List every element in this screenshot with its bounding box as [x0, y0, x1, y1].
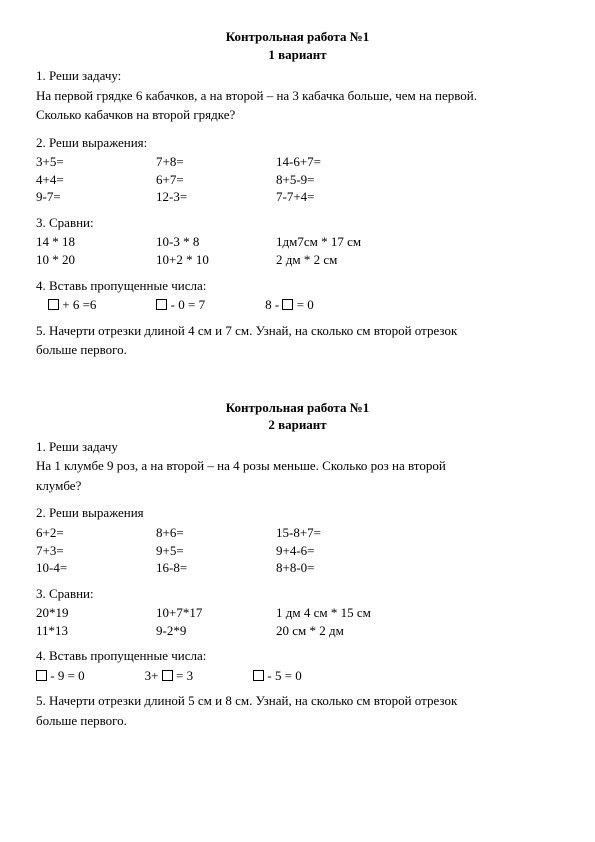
blank-box-icon — [253, 670, 264, 681]
cell: 8+8-0= — [276, 559, 426, 577]
q4-b: - 0 = 7 — [156, 296, 205, 314]
q1-line2: Сколько кабачков на второй грядке? — [36, 106, 559, 124]
text: 3+ — [145, 668, 162, 683]
text: - 0 = 7 — [167, 297, 205, 312]
q4-row: - 9 = 0 3+ = 3 - 5 = 0 — [36, 667, 559, 685]
text: = 3 — [173, 668, 193, 683]
q4-head: 4. Вставь пропущенные числа: — [36, 277, 559, 295]
q3-row1: 14 * 18 10-3 * 8 1дм7см * 17 см — [36, 233, 559, 251]
blank-box-icon — [162, 670, 173, 681]
q2-row3: 9-7= 12-3= 7-7+4= — [36, 188, 559, 206]
cell: 9-7= — [36, 188, 156, 206]
cell: 9+5= — [156, 542, 276, 560]
q4-b: 3+ = 3 — [145, 667, 193, 685]
cell: 7-7+4= — [276, 188, 426, 206]
cell: 8+6= — [156, 524, 276, 542]
cell: 10+7*17 — [156, 604, 276, 622]
q3-head: 3. Сравни: — [36, 585, 559, 603]
cell: 10-4= — [36, 559, 156, 577]
q5-l1: 5. Начерти отрезки длиной 5 см и 8 см. У… — [36, 692, 559, 710]
cell: 10-3 * 8 — [156, 233, 276, 251]
q1-line2: клумбе? — [36, 477, 559, 495]
q3-row1: 20*19 10+7*17 1 дм 4 см * 15 см — [36, 604, 559, 622]
cell: 11*13 — [36, 622, 156, 640]
blank-box-icon — [156, 299, 167, 310]
variant-1: Контрольная работа №1 1 вариант 1. Реши … — [36, 28, 559, 359]
q1-line1: На первой грядке 6 кабачков, а на второй… — [36, 87, 559, 105]
q2-row3: 10-4= 16-8= 8+8-0= — [36, 559, 559, 577]
cell: 14 * 18 — [36, 233, 156, 251]
q2-head: 2. Реши выражения: — [36, 134, 559, 152]
q4-row: + 6 =6 - 0 = 7 8 - = 0 — [36, 296, 559, 314]
title: Контрольная работа №1 — [36, 399, 559, 417]
cell: 1 дм 4 см * 15 см — [276, 604, 426, 622]
q4-c: 8 - = 0 — [265, 296, 314, 314]
q2-row1: 6+2= 8+6= 15-8+7= — [36, 524, 559, 542]
text: 8 - — [265, 297, 282, 312]
q1-head: 1. Реши задачу — [36, 438, 559, 456]
cell: 12-3= — [156, 188, 276, 206]
q1-line1: На 1 клумбе 9 роз, а на второй – на 4 ро… — [36, 457, 559, 475]
q3-head: 3. Сравни: — [36, 214, 559, 232]
cell: 15-8+7= — [276, 524, 426, 542]
q4-a: - 9 = 0 — [36, 667, 85, 685]
q4-c: - 5 = 0 — [253, 667, 302, 685]
text: = 0 — [293, 297, 313, 312]
cell: 8+5-9= — [276, 171, 426, 189]
variant-2: Контрольная работа №1 2 вариант 1. Реши … — [36, 399, 559, 730]
subtitle: 2 вариант — [36, 416, 559, 434]
q3-row2: 11*13 9-2*9 20 см * 2 дм — [36, 622, 559, 640]
cell: 10+2 * 10 — [156, 251, 276, 269]
cell: 6+7= — [156, 171, 276, 189]
blank-box-icon — [48, 299, 59, 310]
cell: 9-2*9 — [156, 622, 276, 640]
q2-head: 2. Реши выражения — [36, 504, 559, 522]
q2-row2: 7+3= 9+5= 9+4-6= — [36, 542, 559, 560]
cell: 3+5= — [36, 153, 156, 171]
cell: 7+3= — [36, 542, 156, 560]
q1-head: 1. Реши задачу: — [36, 67, 559, 85]
q2-row2: 4+4= 6+7= 8+5-9= — [36, 171, 559, 189]
q3-row2: 10 * 20 10+2 * 10 2 дм * 2 см — [36, 251, 559, 269]
subtitle: 1 вариант — [36, 46, 559, 64]
cell: 9+4-6= — [276, 542, 426, 560]
q4-a: + 6 =6 — [48, 296, 96, 314]
text: - 9 = 0 — [47, 668, 85, 683]
q5-l2: больше первого. — [36, 341, 559, 359]
text: + 6 =6 — [59, 297, 96, 312]
title: Контрольная работа №1 — [36, 28, 559, 46]
cell: 16-8= — [156, 559, 276, 577]
cell: 20 см * 2 дм — [276, 622, 426, 640]
blank-box-icon — [36, 670, 47, 681]
q5-l1: 5. Начерти отрезки длиной 4 см и 7 см. У… — [36, 322, 559, 340]
cell: 7+8= — [156, 153, 276, 171]
q5-l2: больше первого. — [36, 712, 559, 730]
q4-head: 4. Вставь пропущенные числа: — [36, 647, 559, 665]
cell: 10 * 20 — [36, 251, 156, 269]
cell: 4+4= — [36, 171, 156, 189]
blank-box-icon — [282, 299, 293, 310]
text: - 5 = 0 — [264, 668, 302, 683]
cell: 20*19 — [36, 604, 156, 622]
cell: 14-6+7= — [276, 153, 426, 171]
q2-row1: 3+5= 7+8= 14-6+7= — [36, 153, 559, 171]
cell: 1дм7см * 17 см — [276, 233, 426, 251]
cell: 6+2= — [36, 524, 156, 542]
cell: 2 дм * 2 см — [276, 251, 426, 269]
